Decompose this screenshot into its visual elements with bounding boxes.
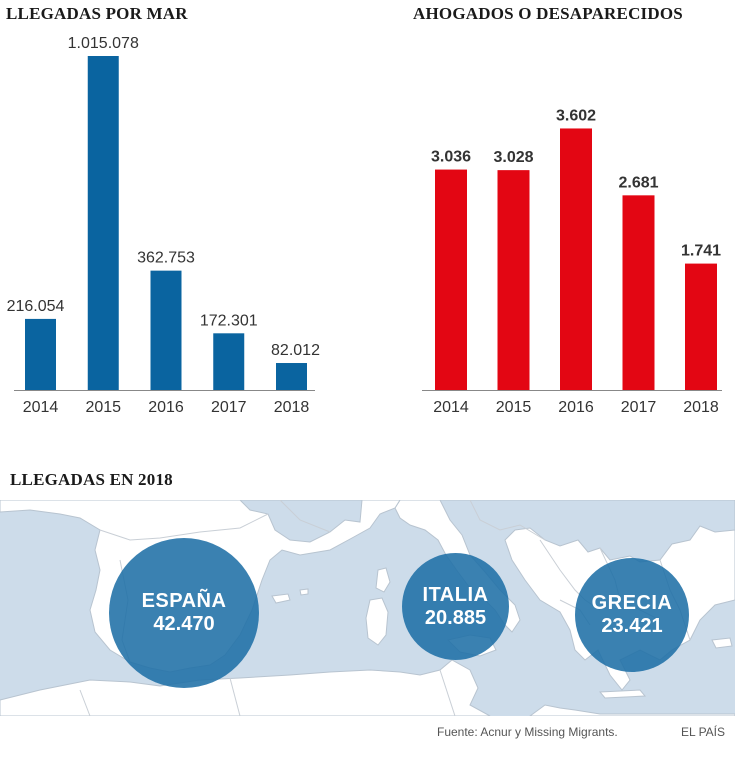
- tick-label-2015: 2015: [496, 399, 532, 416]
- bar-2015: [497, 170, 530, 390]
- bar-2016: [150, 270, 182, 390]
- bubble-espana-name: ESPAÑA: [141, 590, 227, 612]
- chart-title-ahogados: AHOGADOS O DESAPARECIDOS: [413, 4, 683, 23]
- bubble-grecia-name: GRECIA: [591, 592, 673, 614]
- bubble-italia-name: ITALIA: [422, 583, 489, 606]
- value-label-2017: 2.681: [618, 174, 658, 191]
- map-title: LLEGADAS EN 2018: [10, 470, 173, 489]
- bar-2018: [685, 263, 717, 390]
- tick-label-2014: 2014: [23, 399, 59, 416]
- bubble-italia: ITALIA 20.885: [402, 553, 509, 660]
- value-label-2014: 216.054: [7, 298, 65, 315]
- bar-2014: [25, 318, 56, 390]
- value-label-2014: 3.036: [431, 149, 471, 166]
- mediterranean-map: ESPAÑA 42.470 ITALIA 20.885 GRECIA 23.42…: [0, 500, 735, 716]
- bubble-italia-value: 20.885: [424, 606, 487, 629]
- bar-2018: [276, 363, 307, 390]
- chart-title-llegadas: LLEGADAS POR MAR: [6, 4, 188, 23]
- value-label-2018: 82.012: [271, 342, 320, 359]
- bar-2017: [622, 195, 655, 390]
- bar-2014: [435, 169, 467, 390]
- value-label-2015: 1.015.078: [68, 35, 139, 52]
- bubble-espana-value: 42.470: [153, 613, 215, 635]
- value-label-2017: 172.301: [200, 312, 258, 329]
- tick-label-2016: 2016: [558, 399, 594, 416]
- tick-label-2018: 2018: [274, 399, 310, 416]
- value-label-2018: 1.741: [681, 243, 721, 260]
- source-note: Fuente: Acnur y Missing Migrants.: [437, 725, 618, 739]
- bar-chart-llegadas: 216.054 2014 1.015.078 2015 362.753 2016 172.3…: [7, 35, 320, 416]
- tick-label-2017: 2017: [621, 399, 657, 416]
- tick-label-2015: 2015: [85, 399, 121, 416]
- bar-2017: [213, 333, 245, 390]
- value-label-2015: 3.028: [493, 149, 533, 166]
- bar-chart-ahogados: 3.036 2014 3.028 2015 3.602 2016 2.681 2017 1.74…: [422, 107, 722, 416]
- bar-2016: [560, 128, 592, 390]
- bubble-espana: ESPAÑA 42.470: [109, 538, 259, 688]
- value-label-2016: 362.753: [137, 250, 195, 267]
- bar-2015: [87, 56, 119, 390]
- tick-label-2016: 2016: [148, 399, 184, 416]
- bubble-grecia: GRECIA 23.421: [575, 558, 689, 672]
- bubble-grecia-value: 23.421: [601, 615, 663, 637]
- credit-el-pais: EL PAÍS: [681, 725, 726, 739]
- tick-label-2018: 2018: [683, 399, 719, 416]
- value-label-2016: 3.602: [556, 107, 596, 124]
- tick-label-2017: 2017: [211, 399, 247, 416]
- tick-label-2014: 2014: [433, 399, 469, 416]
